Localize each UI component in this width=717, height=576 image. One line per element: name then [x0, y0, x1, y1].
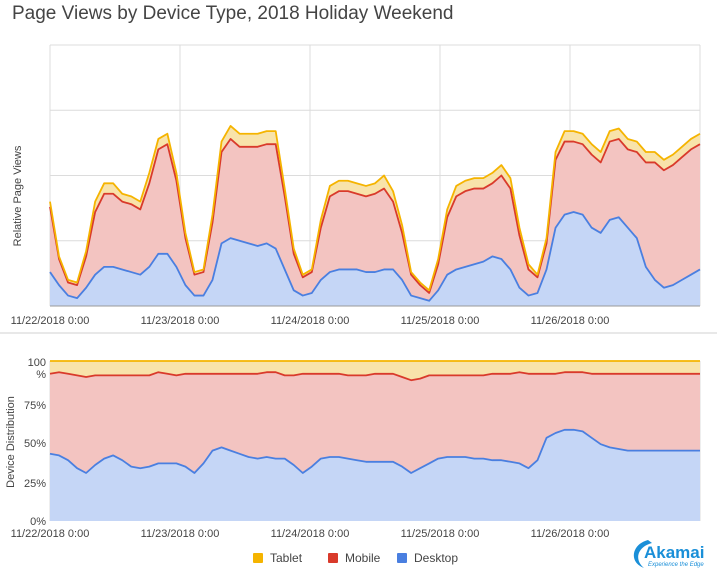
logo-tagline: Experience the Edge [648, 562, 704, 568]
x-tick-label: 11/25/2018 0:00 [401, 528, 480, 540]
top-areas [50, 125, 700, 306]
legend-swatch-tablet [253, 553, 263, 563]
x-tick-label: 11/23/2018 0:00 [141, 528, 220, 540]
x-tick-label: 11/26/2018 0:00 [531, 315, 610, 327]
series-line-desktop-1 [49, 428, 700, 474]
x-tick-label: 11/26/2018 0:00 [531, 528, 610, 540]
x-tick-label: 11/25/2018 0:00 [401, 315, 480, 327]
area-desktop-1 [50, 429, 700, 521]
y-tick-label: 25% [24, 478, 46, 490]
logo-swoosh-icon [633, 540, 652, 568]
x-tick-label: 11/23/2018 0:00 [141, 315, 220, 327]
bottom-y-ticks: 0% 25% 50% 75% 100% [24, 357, 46, 528]
bottom-chart: Device Distribution 0% 25% 50% 75% 100% 11/2… [5, 357, 701, 540]
top-chart: Relative Page Views 11/22/2018 0:00 11/23… [11, 44, 701, 327]
y-tick-label: 100 [28, 357, 46, 369]
x-tick-label: 11/22/2018 0:00 [11, 315, 90, 327]
bottom-x-ticks: 11/22/2018 0:00 11/23/2018 0:00 11/24/2018… [11, 528, 610, 540]
legend-label-desktop: Desktop [414, 551, 458, 565]
legend-swatch-desktop [397, 553, 407, 563]
y-tick-label: % [36, 369, 46, 381]
legend-label-mobile: Mobile [345, 551, 381, 565]
series-line-mobile-0 [49, 138, 701, 294]
series-line-desktop-0 [49, 211, 701, 302]
series-line-tablet-0 [49, 125, 701, 292]
x-tick-label: 11/24/2018 0:00 [271, 315, 350, 327]
chart-title: Page Views by Device Type, 2018 Holiday … [12, 3, 454, 24]
x-tick-label: 11/24/2018 0:00 [271, 528, 350, 540]
bottom-lines [49, 360, 700, 474]
legend-swatch-mobile [328, 553, 338, 563]
area-desktop-0 [50, 212, 700, 306]
y-tick-label: 75% [24, 400, 46, 412]
logo-name: Akamai [644, 543, 704, 562]
legend-label-tablet: Tablet [270, 551, 303, 565]
akamai-logo: Akamai Experience the Edge [633, 540, 704, 568]
top-y-axis-label: Relative Page Views [12, 145, 24, 246]
y-tick-label: 50% [24, 438, 46, 450]
top-lines [49, 125, 701, 302]
area-mobile-0 [50, 138, 700, 306]
bottom-areas [50, 361, 700, 521]
y-tick-label: 0% [30, 516, 46, 528]
x-tick-label: 11/22/2018 0:00 [11, 528, 90, 540]
bottom-y-axis-label: Device Distribution [5, 396, 17, 488]
series-line-mobile-1 [49, 371, 700, 382]
legend: Tablet Mobile Desktop [253, 551, 458, 565]
top-x-ticks: 11/22/2018 0:00 11/23/2018 0:00 11/24/2018… [11, 315, 610, 327]
